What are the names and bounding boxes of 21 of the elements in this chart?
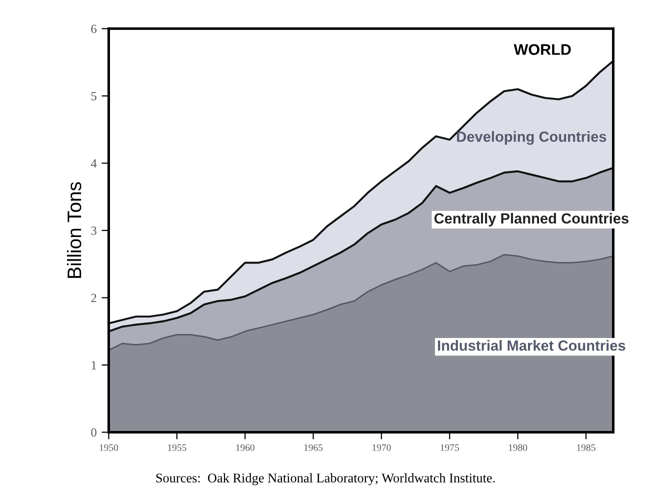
series-label: Developing Countries (457, 131, 606, 145)
x-tick-label: 1965 (304, 444, 323, 451)
x-tick-label: 1975 (440, 444, 459, 451)
series-label: Industrial Market Countries (438, 340, 626, 351)
annotation: WORLD (514, 44, 571, 55)
y-axis-title: Billion Tons (66, 182, 82, 278)
x-tick-label: 1950 (100, 444, 118, 451)
x-tick-label: 1960 (236, 444, 254, 451)
y-tick-label: 4 (90, 159, 97, 168)
y-tick-label: 1 (92, 361, 96, 370)
x-tick-label: 1985 (577, 444, 596, 451)
x-tick-label: 1980 (508, 444, 528, 451)
y-tick-label: 3 (91, 226, 96, 235)
y-tick-label: 0 (91, 428, 96, 437)
source-note: Sources: Oak Ridge National Laboratory; Worldwatch Institute. (156, 473, 495, 486)
x-tick-label: 1970 (372, 444, 391, 451)
y-tick-label: 5 (91, 92, 96, 100)
x-tick-label: 1955 (168, 444, 186, 451)
y-tick-label: 6 (91, 24, 97, 34)
y-tick-label: 2 (91, 294, 96, 302)
series-label: Centrally Planned Countries (434, 212, 628, 226)
